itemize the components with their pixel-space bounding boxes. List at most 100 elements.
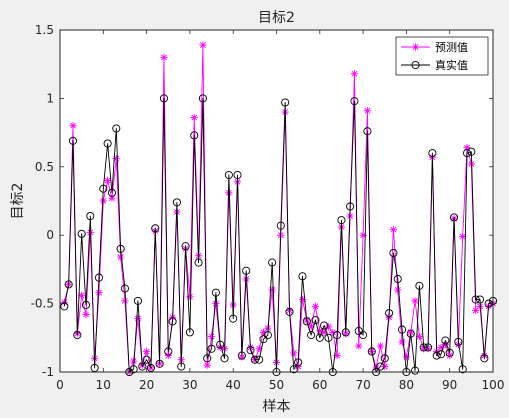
data-point-predicted	[82, 310, 90, 319]
data-point-actual	[168, 317, 177, 326]
data-point-actual	[107, 188, 117, 197]
data-point-actual	[449, 213, 459, 222]
data-point-actual	[428, 149, 437, 158]
x-tick-label: 20	[139, 378, 154, 392]
data-point-actual	[216, 340, 225, 349]
data-point-actual	[207, 344, 216, 353]
data-point-predicted	[190, 113, 198, 122]
data-point-predicted	[268, 286, 276, 294]
data-point-predicted	[381, 362, 389, 371]
chart-title: 目标2	[258, 10, 295, 26]
data-point-predicted	[186, 293, 194, 301]
data-point-actual	[242, 266, 251, 275]
data-point-actual	[367, 347, 376, 356]
data-point-actual	[302, 317, 311, 326]
data-point-actual	[77, 229, 86, 238]
data-point-actual	[103, 139, 112, 148]
data-point-actual	[320, 321, 329, 330]
data-point-predicted	[389, 226, 398, 234]
data-point-actual	[237, 351, 246, 360]
legend-marker-predicted	[411, 43, 420, 51]
data-point-actual	[146, 363, 155, 372]
data-point-actual	[393, 274, 402, 284]
data-point-actual	[68, 136, 78, 145]
ticks-layer: 0 10 20 30 40 50 60 70 80 90 100 -1 -0.5 0 0.5 1 1.5	[31, 23, 505, 392]
data-point-actual	[350, 97, 359, 106]
data-point-actual	[380, 354, 389, 363]
series-line-actual	[63, 97, 494, 373]
x-tick-label: 30	[182, 378, 197, 392]
data-point-predicted	[207, 332, 216, 341]
data-point-actual	[276, 221, 285, 230]
data-point-predicted	[108, 194, 116, 202]
data-point-predicted	[311, 302, 320, 310]
data-point-actual	[411, 366, 420, 375]
data-point-actual	[423, 343, 433, 352]
x-tick-label: 0	[56, 378, 64, 392]
data-point-actual	[151, 224, 160, 233]
data-point-predicted	[104, 176, 112, 185]
data-point-actual	[298, 272, 307, 281]
data-point-actual	[233, 170, 242, 180]
x-axis-label: 样本	[263, 399, 291, 415]
data-point-actual	[224, 170, 233, 180]
data-point-actual	[398, 325, 407, 334]
data-point-actual	[471, 295, 480, 304]
data-point-predicted	[164, 351, 172, 360]
data-point-predicted	[350, 70, 359, 78]
data-point-predicted	[203, 361, 211, 369]
data-point-actual	[177, 362, 186, 371]
series-layer	[60, 41, 498, 377]
data-point-actual	[445, 348, 454, 357]
y-tick-label: -0.5	[31, 297, 54, 311]
legend: 预测值 真实值	[395, 36, 489, 76]
data-point-actual	[259, 335, 268, 344]
data-point-actual	[116, 244, 125, 253]
data-point-actual	[185, 328, 194, 337]
data-point-actual	[194, 258, 203, 267]
data-point-actual	[90, 363, 99, 372]
data-point-predicted	[324, 323, 333, 331]
legend-star	[411, 43, 420, 51]
data-point-actual	[406, 329, 415, 338]
data-point-predicted	[69, 122, 77, 130]
data-point-actual	[255, 355, 264, 364]
data-point-actual	[164, 347, 173, 356]
x-tick-label: 50	[269, 378, 284, 392]
data-point-actual	[376, 362, 385, 371]
x-tick-label: 60	[312, 378, 327, 392]
data-point-predicted	[402, 353, 410, 361]
data-point-actual	[112, 124, 121, 133]
y-tick-label: 1.5	[35, 23, 54, 37]
data-point-actual	[419, 343, 428, 352]
data-point-actual	[389, 248, 398, 258]
data-point-actual	[86, 211, 95, 221]
data-point-actual	[94, 273, 104, 282]
data-point-actual	[441, 336, 450, 345]
data-point-actual	[263, 331, 272, 340]
data-point-actual	[172, 198, 181, 207]
series-actual	[60, 94, 498, 377]
data-point-predicted	[212, 300, 220, 308]
data-point-predicted	[290, 349, 298, 357]
data-point-actual	[359, 331, 368, 340]
data-point-predicted	[99, 197, 107, 205]
data-point-actual	[60, 302, 69, 311]
data-point-actual	[268, 258, 277, 267]
data-point-actual	[462, 149, 472, 158]
data-point-actual	[211, 288, 220, 297]
data-point-actual	[138, 362, 147, 371]
data-point-predicted	[160, 53, 168, 61]
data-point-predicted	[355, 342, 363, 350]
y-tick-label: 0.5	[35, 160, 54, 174]
data-point-actual	[142, 355, 151, 364]
data-point-actual	[190, 131, 199, 140]
data-point-actual	[198, 94, 207, 103]
data-point-predicted	[117, 253, 125, 261]
legend-label-actual: 真实值	[435, 58, 468, 72]
data-point-actual	[385, 309, 394, 318]
data-point-actual	[159, 94, 168, 103]
x-tick-label: 10	[96, 378, 111, 392]
